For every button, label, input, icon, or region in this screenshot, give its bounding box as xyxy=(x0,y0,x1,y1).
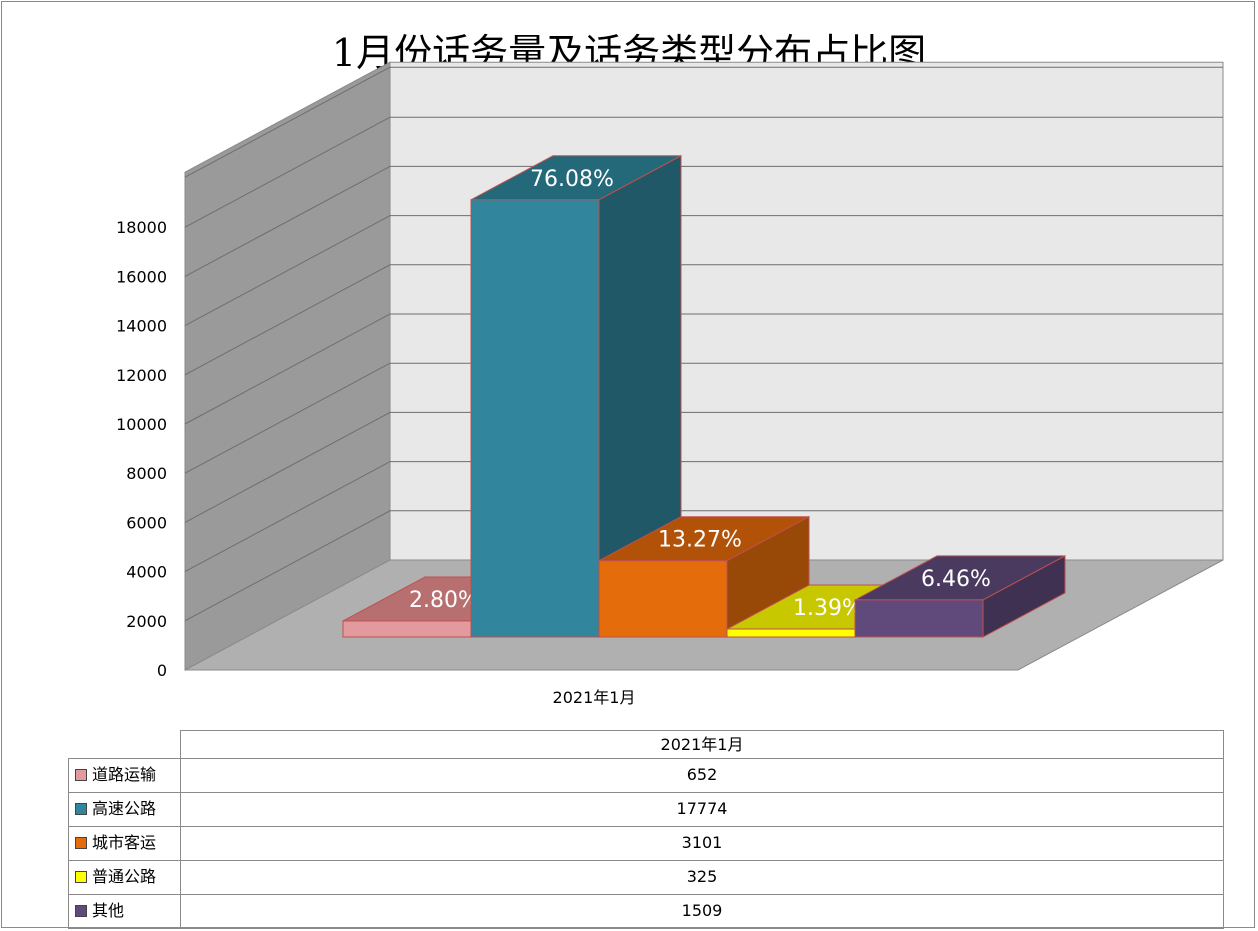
table-row-value: 1509 xyxy=(180,894,1224,929)
data-label: 13.27% xyxy=(658,528,742,553)
gridline xyxy=(184,165,1223,277)
legend-label: 其他 xyxy=(92,901,125,920)
x-category-label: 2021年1月 xyxy=(553,688,636,707)
legend-label: 普通公路 xyxy=(92,867,157,886)
y-tick-label: 10000 xyxy=(116,415,167,434)
y-tick-label: 8000 xyxy=(126,464,167,483)
gridline xyxy=(184,411,1223,523)
gridline xyxy=(184,215,1223,327)
legend-key-icon xyxy=(75,871,87,883)
data-label: 1.39% xyxy=(793,596,863,621)
legend-label: 道路运输 xyxy=(92,765,157,784)
y-tick-label: 0 xyxy=(157,661,167,680)
y-tick-label: 12000 xyxy=(116,366,167,385)
data-label: 6.46% xyxy=(921,567,991,592)
gridline xyxy=(184,510,1223,622)
table-row-label: 城市客运 xyxy=(68,826,181,861)
y-tick-label: 14000 xyxy=(116,317,167,336)
gridline xyxy=(184,116,1223,228)
table-row-label: 高速公路 xyxy=(68,792,181,827)
table-row-label: 其他 xyxy=(68,894,181,929)
gridline xyxy=(184,264,1223,376)
legend-label: 城市客运 xyxy=(92,833,157,852)
data-label: 76.08% xyxy=(530,167,614,192)
legend-key-icon xyxy=(75,803,87,815)
bar-front xyxy=(854,599,984,638)
table-row-label: 道路运输 xyxy=(68,758,181,793)
bar-front xyxy=(342,620,472,638)
gridline xyxy=(184,362,1223,474)
gridline xyxy=(184,461,1223,573)
data-label: 2.80% xyxy=(409,588,479,613)
table-row-value: 325 xyxy=(180,860,1224,895)
bar-chart-3d: 0 2000 4000 6000 8000 10000 12000 14000 16000 180… xyxy=(116,61,1224,707)
table-row-value: 652 xyxy=(180,758,1224,793)
legend-label: 高速公路 xyxy=(92,799,157,818)
legend-key-icon xyxy=(75,769,87,781)
table-row-label: 普通公路 xyxy=(68,860,181,895)
table-header: 2021年1月 xyxy=(180,730,1224,759)
bar-front xyxy=(470,199,600,638)
gridline xyxy=(184,313,1223,425)
legend-key-icon xyxy=(75,837,87,849)
bar-front xyxy=(726,628,856,638)
legend-key-icon xyxy=(75,905,87,917)
table-row-value: 17774 xyxy=(180,792,1224,827)
gridline xyxy=(184,66,1223,178)
y-tick-label: 18000 xyxy=(116,218,167,237)
y-tick-label: 16000 xyxy=(116,267,167,286)
y-tick-label: 4000 xyxy=(126,563,167,582)
y-tick-label: 6000 xyxy=(126,513,167,532)
table-row-value: 3101 xyxy=(180,826,1224,861)
y-tick-label: 2000 xyxy=(126,612,167,631)
bar-front xyxy=(598,560,728,638)
